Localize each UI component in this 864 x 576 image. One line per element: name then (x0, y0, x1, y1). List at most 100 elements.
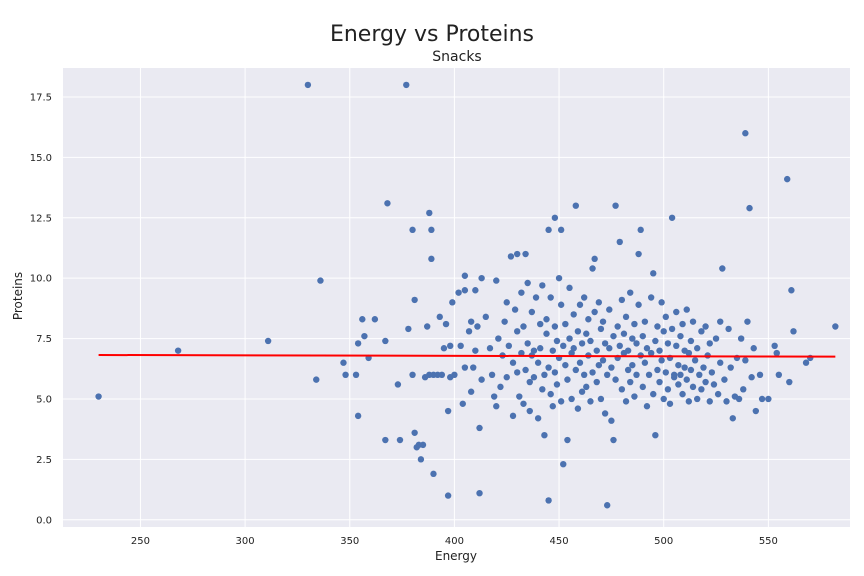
data-point (553, 337, 561, 345)
data-point (511, 306, 519, 313)
data-point (604, 502, 611, 509)
chart-subtitle: Snacks (432, 49, 481, 65)
data-point (409, 371, 416, 379)
data-point (771, 342, 778, 350)
data-point (465, 328, 473, 335)
data-point (639, 383, 646, 391)
data-point (564, 376, 571, 383)
data-point (555, 274, 563, 282)
data-point (537, 345, 544, 352)
data-point (449, 299, 456, 306)
data-point (419, 441, 427, 449)
data-point (478, 274, 485, 282)
data-point (488, 371, 496, 379)
grid-lines (63, 68, 850, 527)
y-tick-label: 5.0 (36, 394, 52, 405)
data-point (662, 313, 670, 321)
data-point (476, 489, 483, 497)
data-point (645, 371, 653, 379)
data-point (624, 366, 632, 374)
data-point (467, 388, 475, 395)
data-point (470, 364, 477, 371)
data-point (599, 357, 607, 364)
data-point (742, 130, 749, 137)
data-point (591, 308, 598, 316)
data-point (635, 301, 642, 308)
data-point (503, 374, 510, 381)
data-point (537, 320, 544, 328)
data-point (530, 347, 538, 354)
data-point (658, 299, 665, 306)
data-point (513, 369, 521, 376)
data-point (687, 337, 695, 345)
data-point (706, 398, 713, 405)
data-point (679, 390, 686, 398)
data-point (658, 357, 665, 364)
x-axis-label: Energy (435, 549, 477, 563)
data-point (524, 279, 531, 287)
data-point (447, 342, 454, 350)
data-point (650, 390, 657, 398)
data-point (608, 364, 615, 371)
data-point (539, 386, 546, 393)
data-point (578, 388, 586, 395)
data-point (409, 226, 416, 234)
x-tick-label: 450 (550, 536, 569, 547)
y-tick-label: 10.0 (30, 274, 52, 285)
trend-line-group (98, 353, 836, 358)
data-point (342, 371, 349, 379)
data-point (752, 407, 760, 415)
data-point (660, 395, 667, 403)
data-point (675, 361, 682, 369)
data-point (714, 390, 722, 398)
y-tick-label: 2.5 (36, 455, 52, 466)
data-point (461, 272, 469, 279)
data-point (564, 436, 571, 444)
data-point (756, 371, 764, 379)
data-point (654, 323, 661, 330)
data-point (775, 371, 783, 379)
data-point (516, 393, 523, 400)
data-point (490, 393, 498, 400)
data-point (503, 299, 510, 306)
data-point (313, 376, 320, 383)
data-point (557, 226, 565, 234)
data-point (587, 337, 594, 345)
data-point (629, 361, 636, 369)
data-point (606, 345, 613, 352)
data-point (610, 332, 617, 340)
data-point (472, 347, 479, 354)
trend-line (98, 353, 836, 358)
data-point (595, 299, 603, 306)
data-point (522, 250, 529, 258)
data-point (675, 381, 682, 388)
data-point (526, 378, 533, 386)
data-point (706, 340, 713, 347)
data-point (832, 323, 839, 330)
data-point (624, 347, 632, 354)
data-point (442, 320, 450, 328)
data-point (708, 369, 716, 376)
y-tick-label: 12.5 (30, 213, 52, 224)
y-axis-ticks: 0.0 2.5 5.0 7.5 10.0 12.5 15.0 17.5 (30, 92, 52, 526)
y-tick-label: 0.0 (36, 515, 52, 526)
data-point (631, 320, 638, 328)
data-point (616, 342, 623, 350)
data-point (784, 175, 791, 183)
data-point (304, 81, 312, 89)
data-point (444, 407, 452, 415)
data-point (683, 376, 690, 383)
data-point (371, 316, 379, 323)
data-point (436, 313, 443, 321)
data-point (593, 378, 600, 386)
data-point (444, 492, 452, 499)
data-point (562, 361, 569, 369)
data-point (622, 313, 630, 321)
data-point (673, 308, 680, 316)
data-point (698, 386, 705, 393)
data-point (717, 359, 724, 366)
data-point (677, 332, 684, 340)
data-point (650, 270, 657, 277)
plot-area (63, 68, 850, 527)
